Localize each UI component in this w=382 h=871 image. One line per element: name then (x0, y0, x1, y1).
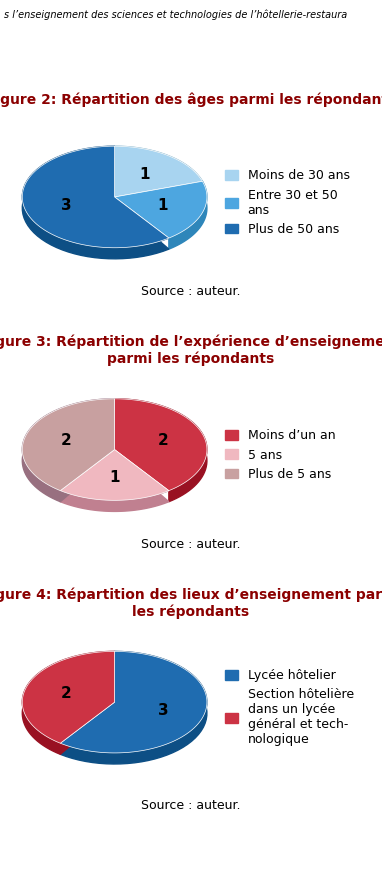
Text: Source : auteur.: Source : auteur. (141, 538, 241, 550)
Legend: Moins de 30 ans, Entre 30 et 50
ans, Plus de 50 ans: Moins de 30 ans, Entre 30 et 50 ans, Plu… (220, 165, 354, 240)
Polygon shape (22, 399, 115, 502)
Polygon shape (22, 146, 169, 247)
Text: 1: 1 (139, 167, 150, 182)
Text: s l’enseignement des sciences et technologies de l’hôtellerie-restaura: s l’enseignement des sciences et technol… (4, 10, 347, 21)
Text: 3: 3 (61, 198, 71, 213)
Polygon shape (60, 652, 207, 753)
Text: Source : auteur.: Source : auteur. (141, 800, 241, 812)
Polygon shape (60, 455, 169, 511)
Polygon shape (115, 399, 207, 502)
Polygon shape (115, 399, 207, 490)
Polygon shape (22, 652, 115, 754)
Polygon shape (115, 181, 207, 249)
Text: 2: 2 (157, 434, 168, 449)
Text: 2: 2 (61, 434, 72, 449)
Text: 2: 2 (61, 686, 72, 701)
Text: 3: 3 (158, 703, 168, 719)
Polygon shape (22, 399, 115, 490)
Polygon shape (115, 181, 207, 238)
Text: Figure 3: Répartition de l’expérience d’enseignement
parmi les répondants: Figure 3: Répartition de l’expérience d’… (0, 335, 382, 366)
Text: Figure 4: Répartition des lieux d’enseignement parmi
les répondants: Figure 4: Répartition des lieux d’enseig… (0, 588, 382, 618)
Text: 1: 1 (109, 470, 120, 485)
Polygon shape (60, 652, 207, 764)
Polygon shape (60, 449, 169, 500)
Legend: Moins d’un an, 5 ans, Plus de 5 ans: Moins d’un an, 5 ans, Plus de 5 ans (220, 424, 340, 486)
Legend: Lycée hôtelier, Section hôtelière
dans un lycée
général et tech-
nologique: Lycée hôtelier, Section hôtelière dans u… (220, 664, 359, 752)
Text: Figure 2: Répartition des âges parmi les répondants: Figure 2: Répartition des âges parmi les… (0, 93, 382, 107)
Polygon shape (22, 652, 115, 743)
Text: Source : auteur.: Source : auteur. (141, 286, 241, 298)
Polygon shape (115, 146, 202, 197)
Text: 1: 1 (158, 198, 168, 213)
Polygon shape (22, 146, 169, 259)
Polygon shape (115, 146, 202, 202)
